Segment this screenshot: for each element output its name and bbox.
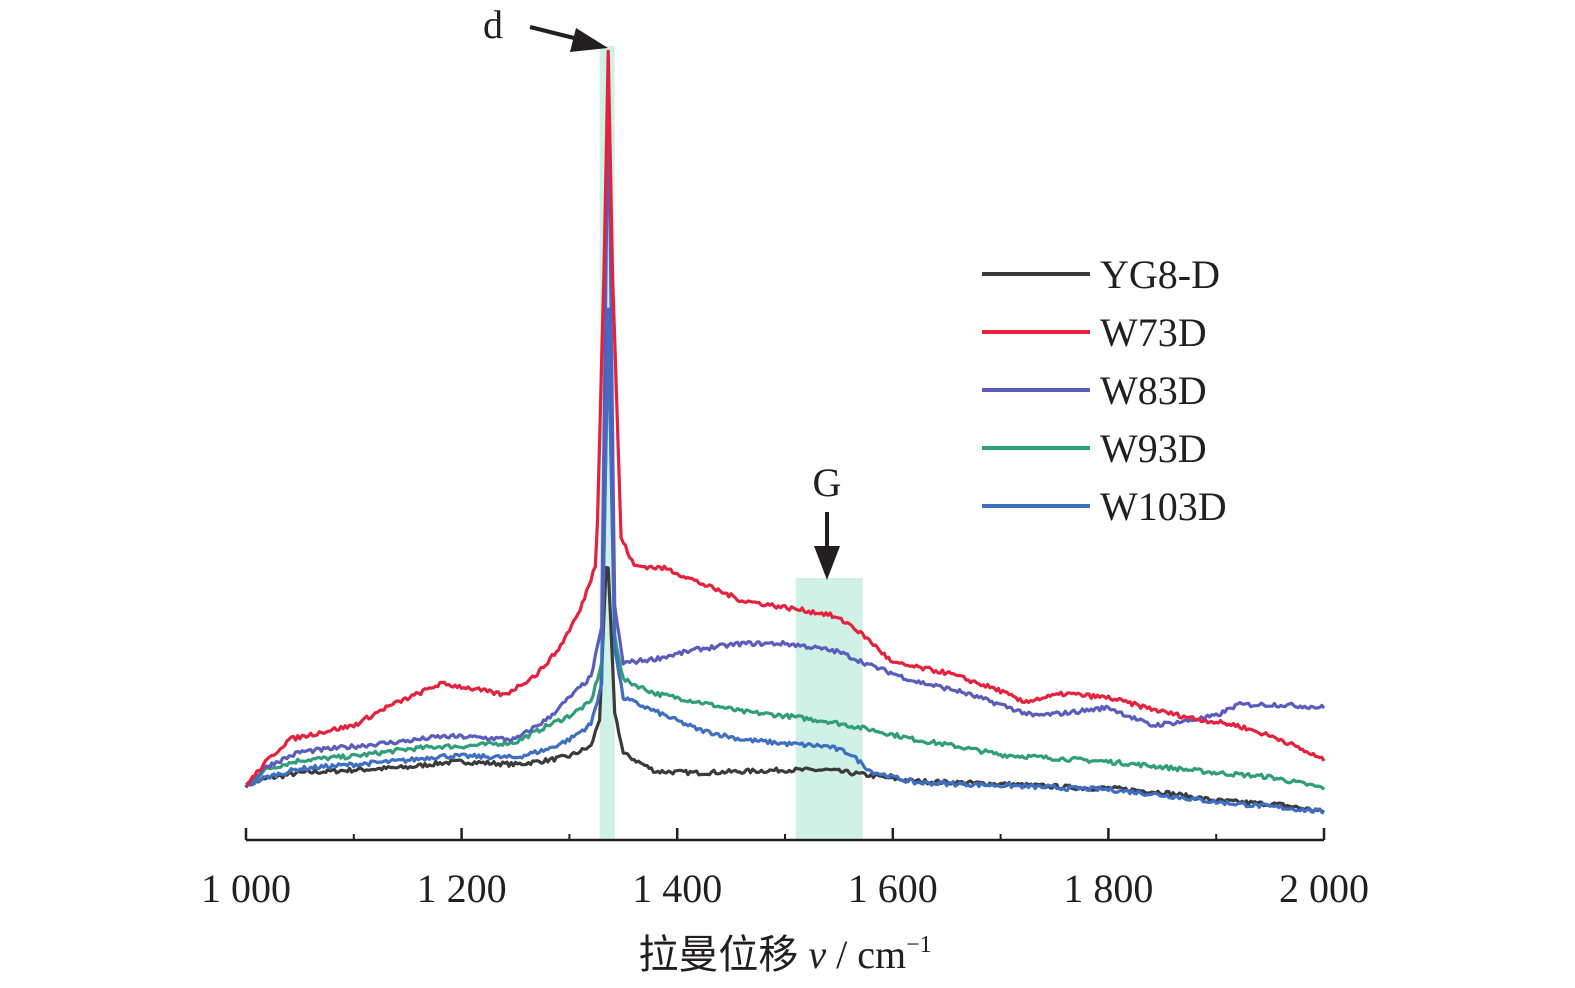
- x-axis-title-variable: v: [808, 932, 826, 977]
- x-axis: 1 000 1 200 1 400 1 600 1 800 2 000: [201, 828, 1369, 911]
- annotation-g: G: [813, 460, 842, 580]
- x-axis-title-unit: / cm: [826, 932, 906, 977]
- highlight-band-g: [795, 578, 863, 840]
- series-line-w83d: [245, 76, 1326, 787]
- x-tick-label: 1 000: [201, 866, 291, 911]
- annotation-g-arrow-head: [814, 546, 840, 580]
- series-line-yg8-d: [244, 565, 1325, 814]
- annotation-g-label: G: [813, 460, 842, 505]
- legend-label-w103d: W103D: [1100, 484, 1227, 529]
- x-axis-title-main: 拉曼位移: [638, 932, 808, 977]
- x-axis-title-superscript: −1: [906, 932, 932, 958]
- x-tick-label: 1 400: [632, 866, 722, 911]
- legend-label-w93d: W93D: [1100, 426, 1207, 471]
- annotation-d-arrow-shaft: [529, 25, 583, 42]
- annotation-d: d: [483, 2, 608, 52]
- x-tick-label: 2 000: [1279, 866, 1369, 911]
- legend: YG8-D W73D W83D W93D W103D: [982, 252, 1227, 529]
- x-tick-label: 1 600: [848, 866, 938, 911]
- legend-label-w73d: W73D: [1100, 310, 1207, 355]
- x-tick-label: 1 800: [1063, 866, 1153, 911]
- series-line-w93d: [245, 325, 1326, 791]
- series-lines: [244, 49, 1326, 815]
- x-ticks: 1 000 1 200 1 400 1 600 1 800 2 000: [201, 828, 1369, 911]
- series-line-w73d: [245, 49, 1326, 787]
- annotation-d-label: d: [483, 2, 503, 47]
- x-tick-label: 1 200: [417, 866, 507, 911]
- legend-label-yg8-d: YG8-D: [1100, 252, 1220, 297]
- annotation-d-arrow-head: [570, 28, 608, 52]
- legend-label-w83d: W83D: [1100, 368, 1207, 413]
- series-line-w103d: [245, 307, 1325, 815]
- x-axis-title: 拉曼位移 v / cm−1: [638, 932, 931, 977]
